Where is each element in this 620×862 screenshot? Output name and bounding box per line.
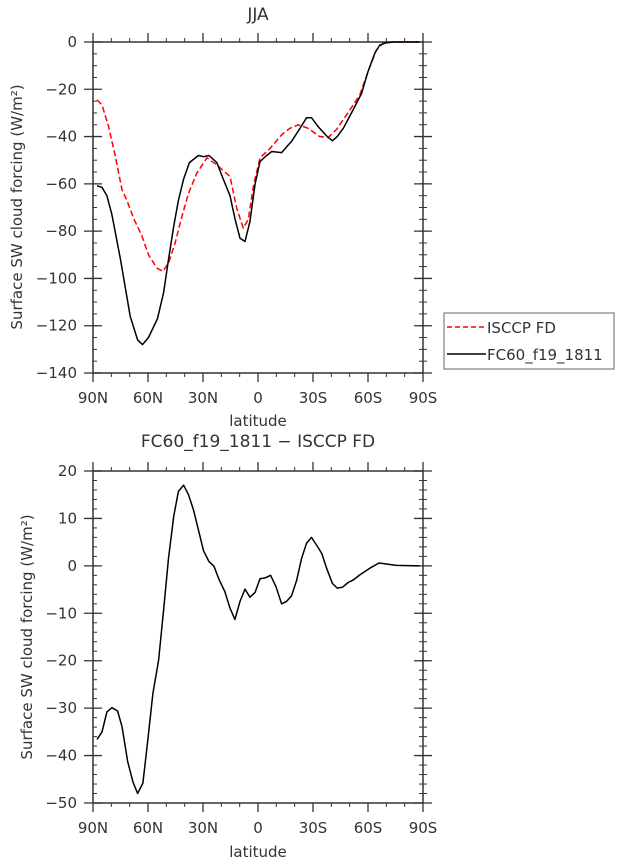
- legend-label-isccp: ISCCP FD: [487, 319, 556, 337]
- plot-frame: [92, 470, 424, 804]
- x-tick-label: 60S: [354, 389, 383, 407]
- x-tick-label: 90S: [409, 819, 438, 837]
- series-line-difference: [96, 484, 420, 795]
- x-tick-label: 60N: [133, 389, 163, 407]
- y-tick-label: −80: [45, 222, 77, 240]
- y-tick-label: 0: [67, 33, 77, 51]
- x-tick-label: 60S: [354, 819, 383, 837]
- y-tick-label: −40: [45, 747, 77, 765]
- x-tick-label: 30S: [299, 389, 328, 407]
- y-tick-label: −20: [45, 652, 77, 670]
- x-tick-label: 0: [253, 819, 263, 837]
- top-x-axis-label: latitude: [229, 412, 287, 430]
- y-tick-label: −100: [36, 269, 77, 287]
- y-tick-label: −20: [45, 80, 77, 98]
- bottom-x-axis-label: latitude: [229, 843, 287, 861]
- x-tick-label: 30S: [299, 819, 328, 837]
- legend-label-fc60: FC60_f19_1811: [487, 346, 603, 365]
- top-y-axis-label: Surface SW cloud forcing (W/m²): [8, 84, 26, 329]
- x-tick-label: 30N: [188, 819, 218, 837]
- bottom-panel: FC60_f19_1811 − ISCCP FD latitude Surfac…: [18, 432, 437, 861]
- y-tick-label: −120: [36, 317, 77, 335]
- top-panel: JJA latitude Surface SW cloud forcing (W…: [8, 5, 615, 430]
- x-tick-label: 90S: [409, 389, 438, 407]
- y-tick-label: 10: [58, 509, 77, 527]
- y-tick-label: −50: [45, 794, 77, 812]
- x-tick-label: 90N: [78, 389, 108, 407]
- series-line-isccp-fd: [96, 41, 420, 273]
- legend: ISCCP FD FC60_f19_1811: [443, 312, 615, 370]
- y-tick-label: −30: [45, 699, 77, 717]
- bottom-chart-title: FC60_f19_1811 − ISCCP FD: [141, 432, 375, 452]
- y-tick-label: 0: [67, 557, 77, 575]
- y-tick-label: 20: [58, 462, 77, 480]
- x-tick-label: 0: [253, 389, 263, 407]
- x-tick-label: 30N: [188, 389, 218, 407]
- y-tick-label: −40: [45, 128, 77, 146]
- y-tick-label: −140: [36, 364, 77, 382]
- x-tick-label: 90N: [78, 819, 108, 837]
- x-tick-label: 60N: [133, 819, 163, 837]
- plot-frame: [92, 41, 424, 374]
- legend-box: [443, 312, 615, 370]
- top-chart-title: JJA: [246, 5, 269, 25]
- y-tick-label: −60: [45, 175, 77, 193]
- y-tick-label: −10: [45, 604, 77, 622]
- series-line-fc60-f19-1811: [96, 41, 420, 346]
- bottom-y-axis-label: Surface SW cloud forcing (W/m²): [18, 514, 36, 759]
